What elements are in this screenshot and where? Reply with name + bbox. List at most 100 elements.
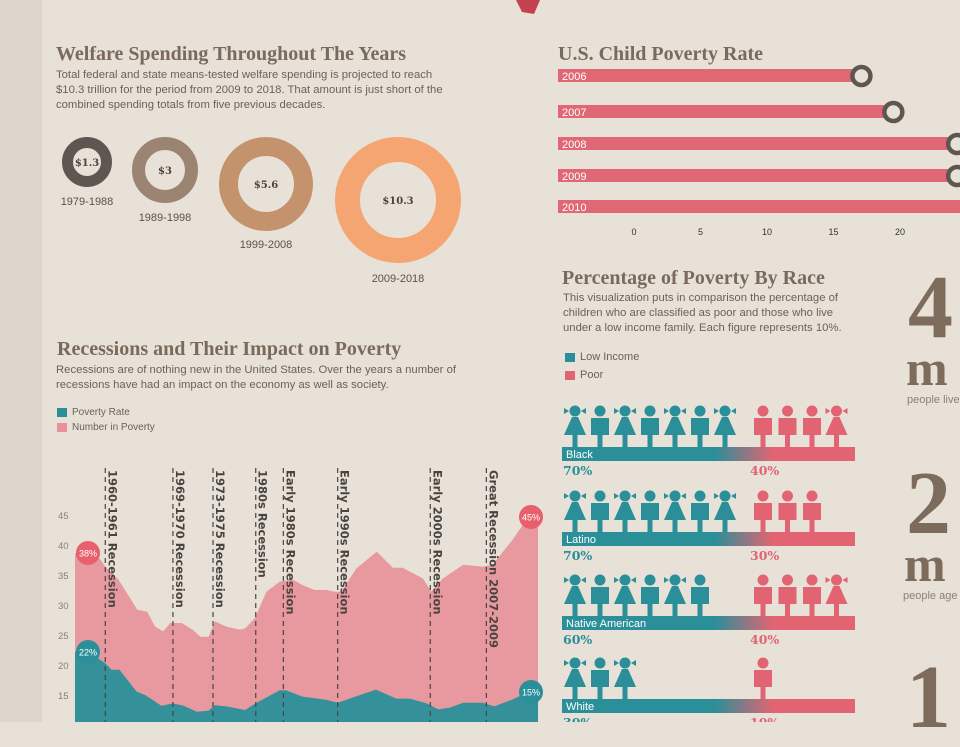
figure-leg [785,516,790,534]
boy-figure-icon [778,490,797,534]
legend-swatch-teal [565,352,575,362]
girl-figure-icon [714,405,736,449]
figure-leg [647,516,653,534]
figure-dress [564,586,586,604]
recessions-description: Recessions are of nothing new in the Uni… [56,364,457,391]
figure-dress [664,502,686,520]
figure-head [569,405,581,417]
figure-pigtails [664,577,686,583]
boy-figure-icon [691,574,709,618]
poverty-bar [558,105,894,118]
figure-head [619,574,631,586]
y-tick-label: 40 [58,541,69,552]
figure-head [594,657,606,669]
poor-percent: 40% [750,632,779,647]
race-bar [562,699,855,713]
figure-dress [825,417,848,435]
figure-dress [664,417,686,435]
recessions-title: Recessions and Their Impact on Poverty [57,338,402,360]
figure-head [782,574,793,586]
figure-leg [597,516,603,534]
figure-leg [672,431,678,449]
figure-leg [597,600,603,618]
x-tick-label: 0 [631,227,636,237]
welfare-chart: $1.3 1979-1988 $3 1989-1998 $5.6 1999-2008 $10… [61,137,461,285]
figure-head [694,574,706,586]
boy-figure-icon [754,574,772,618]
figure-leg [760,600,766,618]
boy-figure-icon [691,405,709,449]
figure-leg [785,431,790,449]
figure-leg [622,683,628,701]
figure-leg [785,600,790,618]
value-bubble [76,541,100,565]
figure-leg [722,431,728,449]
decorative-blob [516,0,540,14]
figure-dress [714,502,736,520]
spending-value: $3 [158,166,172,177]
boy-figure-icon [641,574,659,618]
figure-body [591,670,609,687]
welfare-description: Total federal and state means-tested wel… [56,69,443,111]
y-tick-label: 30 [58,601,69,612]
figure-pigtails [614,577,636,583]
figure-leg [672,516,678,534]
figure-leg [572,683,578,701]
figure-body [778,587,797,604]
boy-figure-icon [591,574,609,618]
figure-dress [564,669,586,687]
poverty-bar [558,137,958,150]
figure-body [691,503,709,520]
figure-head [594,574,606,586]
figure-head [669,574,681,586]
year-label: 2010 [562,202,586,214]
figure-pigtails [825,408,848,414]
poverty-bar [558,169,958,182]
figure-body [803,503,821,520]
race-group-label: White [566,701,594,713]
poverty-bar [558,200,960,213]
figure-body [754,418,772,435]
legend-poor: Poor [565,369,603,381]
figure-leg [760,431,766,449]
figure-dress [564,502,586,520]
child-poverty-title: U.S. Child Poverty Rate [558,43,763,65]
y-tick-label: 45 [58,511,69,522]
figure-body [754,670,772,687]
boy-figure-icon [641,405,659,449]
period-label: 1999-2008 [240,239,293,251]
figure-leg [597,431,603,449]
y-tick-label: 20 [58,661,69,672]
figure-head [594,405,606,417]
girl-figure-icon [664,405,686,449]
figure-pigtails [614,493,636,499]
stat-number-2: 2 [906,454,951,553]
period-label: 2009-2018 [372,273,425,285]
figure-head [569,490,581,502]
legend-label: Poverty Rate [72,407,130,418]
stat-caption-1: people live [907,394,960,406]
boy-figure-icon [803,574,821,618]
figure-pigtails [714,493,736,499]
girl-figure-icon [664,490,686,534]
value-bubble-label: 38% [79,549,97,559]
figure-body [591,418,609,435]
stat-caption-2: people age [903,590,958,602]
girl-figure-icon [614,657,636,701]
figure-pigtails [664,408,686,414]
poverty-marker [945,132,960,156]
figure-leg [572,516,578,534]
figure-head [757,657,769,669]
boy-figure-icon [641,490,659,534]
value-bubble-label: 22% [79,648,97,658]
figure-head [644,405,656,417]
low-income-percent: 70% [563,548,592,563]
figure-head [594,490,606,502]
poverty-marker [850,64,873,88]
x-tick-label: 20 [895,227,905,237]
recession-label: 1973-1975 Recession [213,470,227,608]
figure-pigtails [564,577,586,583]
figure-head [619,405,631,417]
legend-label: Low Income [580,351,640,363]
boy-figure-icon [591,657,609,701]
